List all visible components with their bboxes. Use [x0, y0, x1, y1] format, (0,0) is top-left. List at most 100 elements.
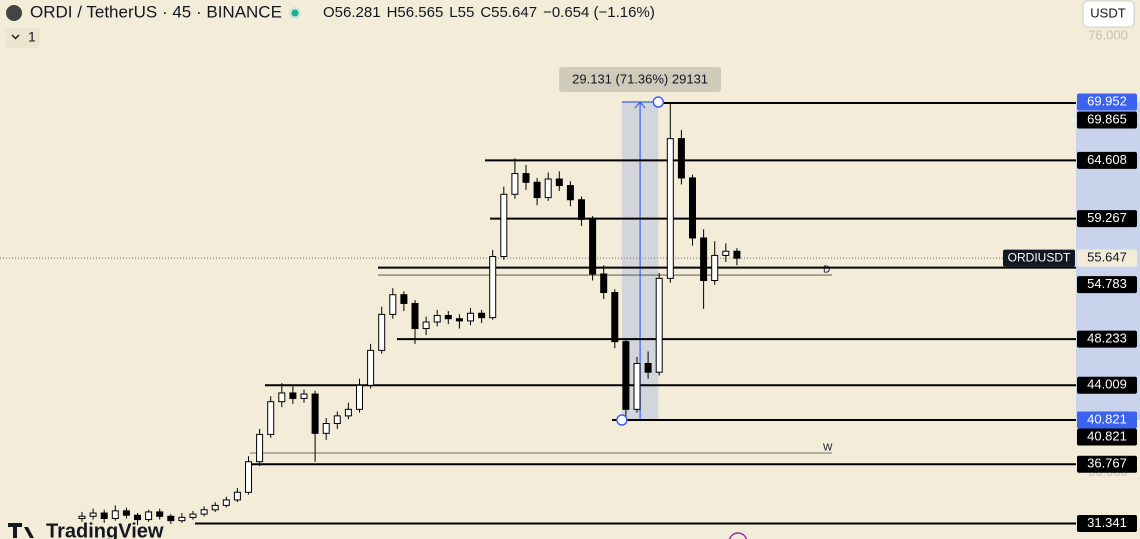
price-label: 44.009	[1087, 377, 1127, 392]
candle-body	[134, 514, 141, 521]
candle-body	[367, 349, 375, 386]
candle-body	[78, 515, 86, 519]
price-label-box	[1077, 93, 1137, 111]
measure-label: 29.131 (71.36%) 29131	[572, 71, 708, 86]
measure-handle	[652, 96, 665, 108]
candle-body	[289, 392, 297, 399]
ohlc-legend: O 56.281 H 56.565 L 55 C 55.647	[323, 4, 537, 21]
candle-body	[444, 314, 452, 320]
price-label: 40.821	[1087, 411, 1127, 426]
candle-body	[311, 393, 319, 434]
brand-name: TradingView	[46, 520, 164, 539]
status-dot	[291, 9, 299, 17]
candle-body	[533, 181, 541, 199]
price-label-box	[1077, 428, 1137, 446]
candle-body	[467, 312, 474, 322]
candle-body	[278, 392, 286, 403]
price-label-box	[1077, 514, 1137, 532]
interval-label: 1	[28, 29, 36, 45]
price-label-box	[1077, 151, 1137, 169]
candle-body	[711, 254, 719, 282]
ohlc-value: 55.647	[491, 4, 537, 21]
candle-body	[455, 318, 463, 322]
candle-body	[344, 408, 352, 417]
price-label-box	[1077, 210, 1137, 228]
price-label: 36.767	[1087, 456, 1127, 471]
price-label: 59.267	[1087, 210, 1127, 225]
candle-body	[178, 516, 186, 522]
price-label-box	[1077, 330, 1137, 348]
measure-handle	[616, 414, 628, 426]
interval-toggle[interactable]	[6, 28, 40, 48]
y-tick-label: 76.000	[1088, 27, 1128, 42]
candle-body	[322, 423, 330, 434]
candle-body	[189, 513, 197, 518]
price-label: 48.233	[1087, 331, 1127, 346]
candle-body	[389, 294, 397, 315]
candle-body	[622, 341, 630, 410]
currency-button[interactable]	[1082, 0, 1135, 28]
candle-body	[222, 499, 230, 506]
ohlc-value: 56.565	[397, 4, 443, 21]
candle-body	[478, 312, 486, 319]
candle-body	[267, 401, 275, 435]
candle-body	[578, 199, 585, 220]
candle-body	[655, 277, 663, 373]
candle-body	[300, 393, 308, 399]
candle-body	[544, 178, 552, 199]
candle-body	[245, 461, 252, 493]
measure-label-box	[559, 67, 722, 93]
candle-body	[500, 193, 508, 258]
candle-body	[677, 138, 685, 179]
event-marker	[728, 532, 748, 539]
candle-body	[433, 314, 441, 323]
candle-body	[400, 294, 408, 304]
price-label: 64.608	[1087, 152, 1127, 167]
candle-body	[145, 511, 153, 521]
ohlc-value: 55	[458, 4, 475, 21]
chevron-icon	[11, 34, 20, 40]
candle-body	[356, 384, 363, 410]
candle-body	[411, 302, 419, 330]
candle-body	[200, 509, 208, 515]
candle-body	[589, 218, 597, 275]
ohlc-value: 56.281	[335, 4, 381, 21]
price-label: 69.952	[1087, 93, 1127, 108]
candle-body	[156, 511, 164, 517]
price-label: 31.341	[1087, 515, 1127, 530]
price-label-box	[1077, 376, 1137, 394]
candle-body	[733, 250, 741, 259]
change: −0.654 (−1.16%)	[543, 4, 655, 21]
candle-body	[333, 415, 341, 425]
candle-body	[511, 173, 519, 195]
candle-body	[611, 292, 619, 343]
candle-body	[111, 510, 119, 519]
ohlc-label: C	[480, 4, 491, 21]
symbol-tag	[1003, 249, 1075, 267]
candle-body	[633, 362, 641, 410]
candle-body	[722, 250, 730, 256]
candle-body	[256, 433, 264, 463]
candle-body	[600, 273, 608, 294]
price-label: 69.865	[1087, 111, 1127, 126]
brand-icon	[8, 523, 34, 538]
candle-body	[167, 515, 175, 522]
price-label-box	[1077, 111, 1137, 129]
candle-body	[689, 177, 696, 239]
candle-body	[644, 362, 652, 373]
candle-body	[100, 512, 108, 519]
candle-body	[211, 504, 219, 511]
price-label: 55.647	[1087, 250, 1127, 265]
symbol-tag-label: ORDIUSDT	[1008, 250, 1071, 264]
candle-body	[700, 237, 708, 282]
price-label-box	[1077, 411, 1137, 429]
candle-body	[522, 173, 530, 183]
guide-label: D	[823, 265, 830, 276]
guide-label: W	[823, 443, 833, 454]
price-label-box	[1077, 249, 1137, 267]
price-label-box	[1077, 455, 1137, 473]
symbol-logo	[6, 5, 22, 21]
candle-body	[666, 138, 674, 279]
candle-body	[566, 185, 574, 201]
